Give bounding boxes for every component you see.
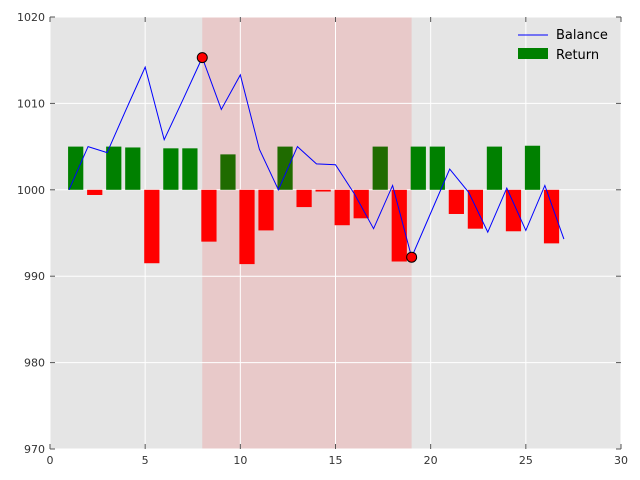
y-tick-label: 1020 [17, 11, 45, 24]
return-bar [125, 147, 141, 190]
x-tick-label: 0 [47, 454, 54, 467]
return-bar [277, 146, 293, 190]
legend-return-swatch [518, 48, 548, 59]
return-bar [239, 189, 255, 265]
return-bar [372, 146, 388, 190]
return-bar [524, 145, 541, 190]
return-bar [505, 189, 522, 232]
return-bar [429, 146, 445, 190]
y-tick-label: 980 [24, 357, 45, 370]
legend-balance-label: Balance [556, 28, 608, 43]
legend: Balance Return [518, 28, 608, 63]
x-tick-label: 15 [329, 454, 343, 467]
y-tick-label: 1000 [17, 184, 45, 197]
return-bar [144, 189, 160, 264]
return-bar [87, 189, 103, 195]
x-tick-label: 20 [424, 454, 438, 467]
return-bar [220, 154, 236, 190]
return-bar [353, 189, 369, 219]
x-tick-label: 5 [142, 454, 149, 467]
return-bar [68, 146, 84, 190]
return-bar [448, 189, 464, 214]
x-tick-label: 25 [519, 454, 533, 467]
y-tick-label: 1010 [17, 97, 45, 110]
return-bar [467, 189, 484, 229]
balance-line [68, 56, 565, 259]
return-bar [163, 148, 179, 190]
return-bar [106, 146, 122, 190]
return-bar [315, 189, 331, 192]
x-tick-label: 30 [614, 454, 628, 467]
y-tick-label: 990 [24, 270, 45, 283]
y-tick-label: 970 [24, 443, 45, 456]
return-bar [182, 148, 198, 190]
marker-point [196, 52, 208, 64]
markers [196, 52, 418, 263]
return-bar [391, 189, 407, 262]
return-bars [68, 145, 560, 265]
return-bar [334, 189, 350, 226]
marker-point [406, 251, 418, 263]
legend-return-label: Return [556, 48, 599, 63]
return-bar [258, 189, 274, 231]
return-bar [296, 189, 312, 208]
return-bar [410, 146, 426, 190]
return-bar [543, 189, 560, 244]
x-tick-label: 10 [233, 454, 247, 467]
axis-ticks: 0 5 10 15 20 25 30 970 980 990 1000 1010 1020 [17, 11, 628, 467]
shaded-region [202, 17, 412, 449]
return-bar [486, 146, 503, 190]
return-bar [201, 189, 217, 242]
